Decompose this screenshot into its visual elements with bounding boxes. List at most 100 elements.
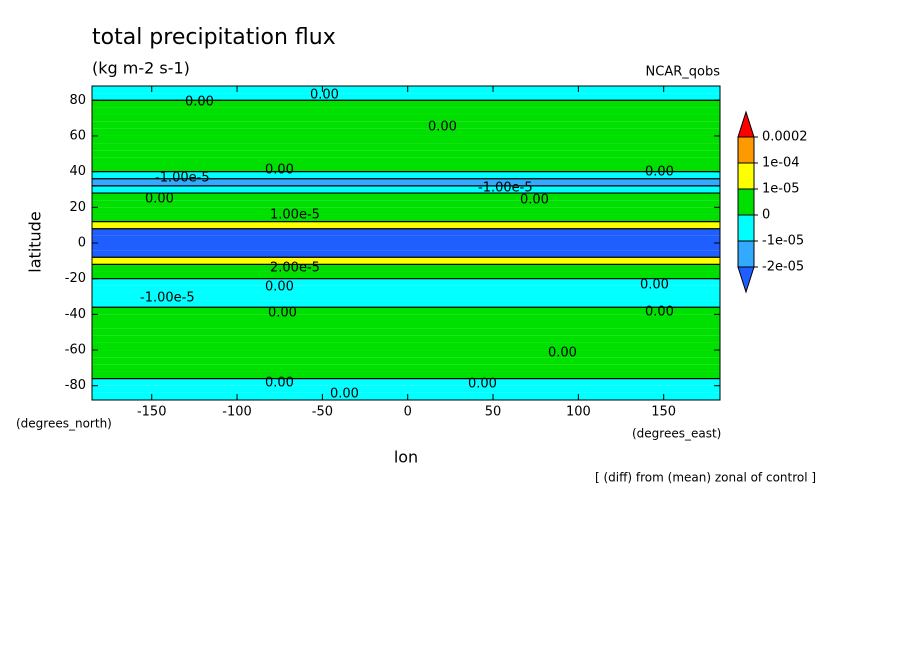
y-axis-label: latitude [26, 211, 45, 272]
contour-label: -1.00e-5 [478, 181, 533, 196]
y-tick-label: 60 [69, 128, 86, 143]
y-tick-label: 80 [69, 93, 86, 108]
x-tick-label: -100 [222, 405, 252, 420]
contour-band [92, 143, 720, 151]
contour-band [92, 385, 720, 393]
contour-band [92, 221, 720, 229]
x-tick-label: 50 [485, 405, 502, 420]
contour-band [92, 93, 720, 101]
x-axis-label: lon [394, 448, 418, 467]
chart-title: total precipitation flux [92, 25, 336, 50]
y-tick-label: 0 [78, 236, 86, 251]
contour-band [92, 185, 720, 194]
contour-label: -1.00e-5 [140, 291, 195, 306]
contour-label: 0.00 [520, 193, 549, 208]
contour-band [92, 342, 720, 351]
contour-band [92, 193, 720, 201]
contour-label: 0.00 [468, 377, 497, 392]
chart-subtitle: (kg m-2 s-1) [92, 59, 190, 78]
contour-label: 0.00 [268, 306, 297, 321]
contour-band [92, 157, 720, 165]
y-tick-label: -60 [65, 343, 86, 358]
contour-label: 1.00e-5 [270, 208, 320, 223]
contour-band [92, 200, 720, 208]
colorbar-swatch [737, 136, 755, 164]
contour-band [92, 357, 720, 365]
colorbar-swatch [737, 188, 755, 216]
contour-label: 0.00 [645, 165, 674, 180]
contour-band [92, 257, 720, 265]
contour-label: 0.00 [265, 376, 294, 391]
y-tick-label: -40 [65, 307, 86, 322]
contour-band [92, 228, 720, 236]
contour-label: 0.00 [265, 163, 294, 178]
contour-band [92, 321, 720, 329]
colorbar-label: -2e-05 [762, 260, 804, 275]
contour-band [92, 114, 720, 122]
contour-band [92, 285, 720, 293]
contour-band [92, 107, 720, 115]
colorbar-under [737, 266, 755, 294]
colorbar-swatch [737, 214, 755, 242]
x-tick-label: -50 [312, 405, 333, 420]
y-tick-label: -20 [65, 271, 86, 286]
contour-band [92, 271, 720, 279]
colorbar-label: 1e-04 [762, 156, 800, 171]
colorbar-label: 1e-05 [762, 182, 800, 197]
contour-band [92, 328, 720, 336]
contour-label: -1.00e-5 [155, 171, 210, 186]
colorbar-label: 0 [762, 208, 770, 223]
colorbar-swatch [737, 240, 755, 268]
contour-band [92, 392, 720, 400]
contour-band [92, 300, 720, 308]
contour-band [92, 307, 720, 315]
contour-band [92, 235, 720, 243]
contour-label: 0.00 [645, 305, 674, 320]
contour-band [92, 128, 720, 136]
contour-band [92, 150, 720, 158]
contour-band [92, 335, 720, 343]
contour-band [92, 207, 720, 215]
dataset-label: NCAR_qobs [646, 65, 721, 80]
colorbar-over [737, 110, 755, 138]
contour-label: 0.00 [548, 346, 577, 361]
contour-band [92, 250, 720, 258]
contour-label: 2.00e-5 [270, 261, 320, 276]
contour-band [92, 135, 720, 144]
y-units: (degrees_north) [16, 417, 112, 431]
contour-band [92, 264, 720, 272]
x-units: (degrees_east) [632, 427, 721, 441]
contour-label: 0.00 [185, 95, 214, 110]
contour-band [92, 178, 720, 186]
contour-band [92, 121, 720, 129]
y-tick-label: 20 [69, 200, 86, 215]
contour-label: 0.00 [428, 120, 457, 135]
contour-band [92, 214, 720, 222]
contour-band [92, 243, 720, 251]
contour-band [92, 164, 720, 172]
x-tick-label: 150 [651, 405, 676, 420]
colorbar-label: 0.0002 [762, 130, 808, 145]
contour-band [92, 86, 720, 94]
contour-band [92, 350, 720, 358]
contour-band [92, 100, 720, 108]
x-tick-label: 0 [404, 405, 412, 420]
x-tick-label: 100 [566, 405, 591, 420]
contour-label: 0.00 [330, 387, 359, 402]
contour-band [92, 292, 720, 301]
colorbar-swatch [737, 162, 755, 190]
y-tick-label: 40 [69, 164, 86, 179]
contour-band [92, 278, 720, 286]
contour-label: 0.00 [265, 280, 294, 295]
contour-label: 0.00 [145, 192, 174, 207]
y-tick-label: -80 [65, 378, 86, 393]
x-tick-label: -150 [137, 405, 167, 420]
contour-label: 0.00 [310, 88, 339, 103]
contour-band [92, 171, 720, 179]
contour-band [92, 378, 720, 386]
colorbar-label: -1e-05 [762, 234, 804, 249]
contour-label: 0.00 [640, 278, 669, 293]
contour-band [92, 364, 720, 372]
contour-band [92, 314, 720, 322]
